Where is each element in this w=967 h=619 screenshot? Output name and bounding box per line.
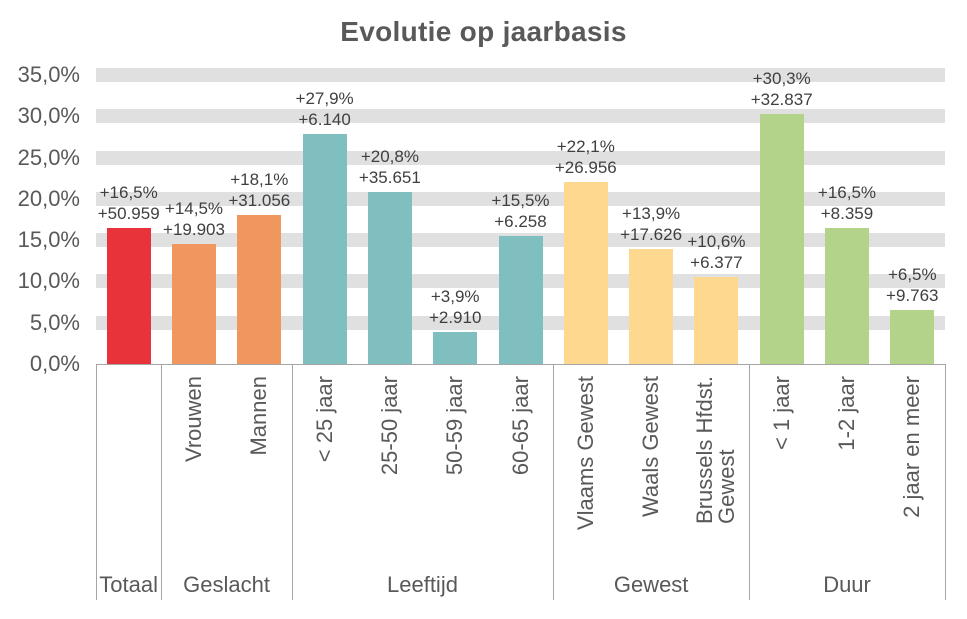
bar-totaal xyxy=(106,227,151,364)
group-label-leeftijd: Leeftijd xyxy=(387,572,458,597)
category-tick-label: < 1 jaar xyxy=(768,376,794,450)
x-axis-line xyxy=(96,364,945,365)
y-axis-tick-label: 20,0% xyxy=(17,185,80,211)
bar-brussels-hfdst-gewest xyxy=(694,276,739,364)
bar-value-label-totaal: +16,5% +50.959 xyxy=(97,182,160,223)
bar-60-65-jaar xyxy=(498,236,543,364)
y-axis-tick-label: 30,0% xyxy=(17,103,80,129)
bar-waals-gewest xyxy=(629,249,674,364)
bar-value-label-brussels-hfdst-gewest: +10,6% +6.377 xyxy=(687,231,746,272)
group-separator xyxy=(291,364,293,600)
group-label-duur: Duur xyxy=(823,572,871,597)
gridline-band xyxy=(96,150,945,165)
y-axis-tick-label: 25,0% xyxy=(17,144,80,170)
bar-value-label-25-jaar: +27,9% +6.140 xyxy=(295,88,354,129)
bar-1-jaar xyxy=(759,113,804,364)
bar-value-label-mannen: +18,1% +31.056 xyxy=(228,169,291,210)
y-axis-tick-label: 15,0% xyxy=(17,227,80,253)
bar-25-jaar xyxy=(302,133,347,364)
bar-mannen xyxy=(237,214,282,364)
bar-value-label-60-65-jaar: +15,5% +6.258 xyxy=(491,191,550,231)
bar-value-label-1-jaar: +30,3% +32.837 xyxy=(750,68,813,109)
bar-50-59-jaar xyxy=(433,331,478,364)
category-tick-label: 1-2 jaar xyxy=(834,376,859,451)
category-tick-label: 2 jaar en meer xyxy=(899,376,925,518)
bar-value-label-50-59-jaar: +3,9% +2.910 xyxy=(428,286,482,327)
bar-value-label-2-jaar-en-meer: +6,5% +9.763 xyxy=(886,265,939,306)
group-label-gewest: Gewest xyxy=(613,572,689,597)
group-separator xyxy=(749,364,751,600)
y-axis-tick-label: 5,0% xyxy=(29,309,80,335)
bar-25-50-jaar xyxy=(367,192,412,364)
y-axis-tick-label: 10,0% xyxy=(17,268,80,294)
bar-value-label-1-2-jaar: +16,5% +8.359 xyxy=(817,182,877,223)
group-label-geslacht: Geslacht xyxy=(183,572,270,597)
gridline-band xyxy=(96,68,945,82)
bar-value-label-vrouwen: +14,5% +19.903 xyxy=(163,199,225,240)
category-tick-label: Waals Gewest xyxy=(638,376,664,518)
category-tick-label: Vrouwen xyxy=(181,376,206,463)
group-separator xyxy=(96,364,97,600)
bar-value-label-waals-gewest: +13,9% +17.626 xyxy=(620,204,683,245)
category-tick-label: 50-59 jaar xyxy=(442,376,468,476)
y-axis-tick-label: 0,0% xyxy=(29,351,80,376)
group-separator xyxy=(945,364,946,600)
bar-vrouwen xyxy=(172,244,216,364)
chart-title: Evolutie op jaarbasis xyxy=(340,16,627,47)
bar-1-2-jaar xyxy=(825,227,869,364)
bar-value-label-vlaams-gewest: +22,1% +26.956 xyxy=(554,136,617,177)
group-label-totaal: Totaal xyxy=(99,572,158,597)
group-separator xyxy=(161,364,163,600)
bar-value-label-25-50-jaar: +20,8% +35.651 xyxy=(358,147,421,188)
category-tick-label: Vlaams Gewest xyxy=(572,376,598,531)
category-tick-label: 60-65 jaar xyxy=(507,376,533,476)
bar-vlaams-gewest xyxy=(563,181,608,364)
group-separator xyxy=(553,364,555,600)
category-tick-label: Mannen xyxy=(246,376,272,456)
category-tick-label: Brussels Hfdst. Gewest xyxy=(692,376,740,524)
category-tick-label: 25-50 jaar xyxy=(376,376,402,476)
y-axis-tick-label: 35,0% xyxy=(17,62,80,87)
gridline-band xyxy=(96,109,945,124)
category-tick-label: < 25 jaar xyxy=(311,376,337,463)
bar-2-jaar-en-meer xyxy=(890,310,935,364)
